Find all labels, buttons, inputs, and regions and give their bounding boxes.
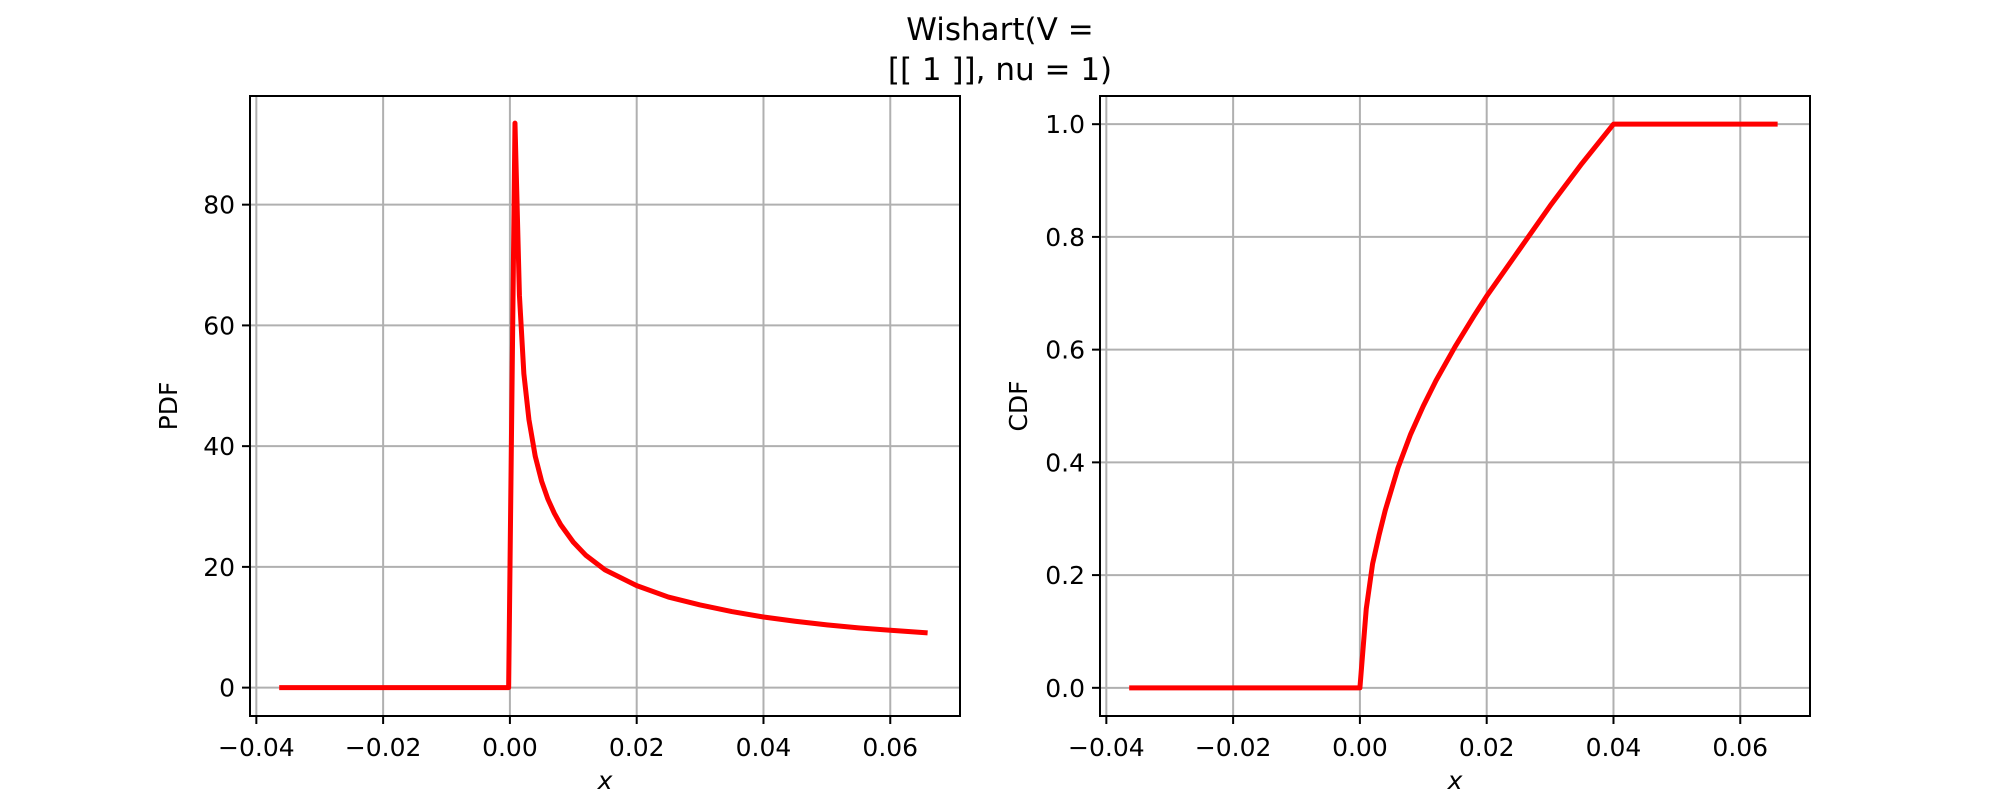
pdf-xtick-label-2: 0.00 <box>482 733 538 762</box>
pdf-ylabel: PDF <box>154 382 183 431</box>
pdf-axes: −0.04 −0.02 0.00 0.02 0.04 0.06 0 20 40 60 80 x PDF <box>154 95 961 795</box>
chart-title-line-1: Wishart(V = <box>906 12 1094 48</box>
pdf-ytick-label-0: 0 <box>219 674 235 703</box>
cdf-ytick-label-3: 0.6 <box>1045 336 1085 365</box>
pdf-frame <box>249 95 961 717</box>
chart-title-line-2: [[ 1 ]], nu = 1) <box>887 52 1113 88</box>
pdf-ytick-label-2: 40 <box>203 432 235 461</box>
cdf-ytick-label-0: 0.0 <box>1045 674 1085 703</box>
cdf-xtick-label-1: −0.02 <box>1195 733 1272 762</box>
cdf-line <box>1129 121 1778 691</box>
cdf-xlabel: x <box>1447 766 1463 795</box>
cdf-ylabel: CDF <box>1004 380 1033 431</box>
cdf-xtick-label-2: 0.00 <box>1332 733 1388 762</box>
pdf-ytick-label-3: 60 <box>203 311 235 340</box>
cdf-ytick-label-4: 0.8 <box>1045 223 1085 252</box>
cdf-ytick-label-5: 1.0 <box>1045 110 1085 139</box>
cdf-xtick-label-4: 0.04 <box>1586 733 1642 762</box>
cdf-xtick-label-5: 0.06 <box>1712 733 1768 762</box>
cdf-frame <box>1099 95 1811 717</box>
cdf-axes: −0.04 −0.02 0.00 0.02 0.04 0.06 0.0 0.2 0.4 0.6 0.… <box>1004 95 1811 795</box>
pdf-line <box>279 120 928 691</box>
pdf-xtick-label-5: 0.06 <box>862 733 918 762</box>
cdf-ytick-label-2: 0.4 <box>1045 448 1085 477</box>
pdf-xtick-label-4: 0.04 <box>736 733 792 762</box>
pdf-xtick-label-1: −0.02 <box>345 733 422 762</box>
pdf-xlabel: x <box>597 766 613 795</box>
cdf-xtick-label-3: 0.02 <box>1459 733 1515 762</box>
cdf-xtick-label-0: −0.04 <box>1068 733 1145 762</box>
cdf-ytick-label-1: 0.2 <box>1045 561 1085 590</box>
pdf-ytick-label-4: 80 <box>203 191 235 220</box>
pdf-xtick-label-0: −0.04 <box>218 733 295 762</box>
pdf-ytick-label-1: 20 <box>203 553 235 582</box>
pdf-xtick-label-3: 0.02 <box>609 733 665 762</box>
